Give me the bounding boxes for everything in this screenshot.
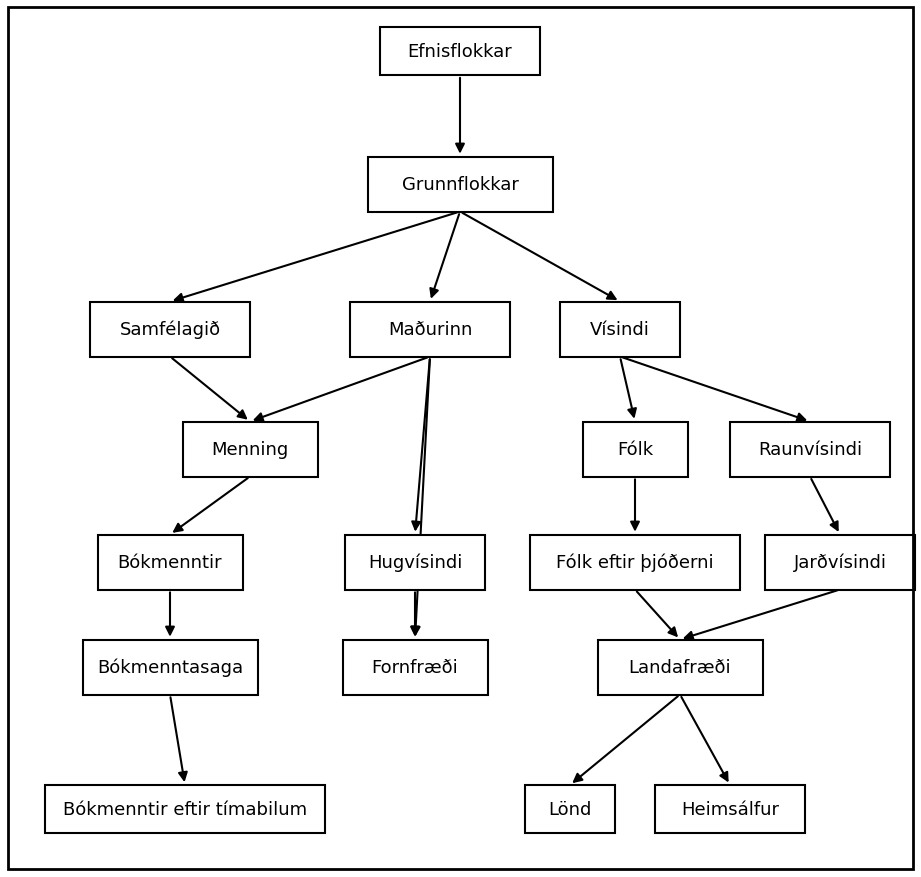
Text: Fólk eftir þjóðerni: Fólk eftir þjóðerni xyxy=(556,553,714,572)
Text: Lönd: Lönd xyxy=(548,800,591,818)
FancyBboxPatch shape xyxy=(350,303,510,357)
Text: Fornfræði: Fornfræði xyxy=(372,659,459,676)
Text: Bókmenntir: Bókmenntir xyxy=(118,553,222,571)
FancyBboxPatch shape xyxy=(83,639,258,695)
FancyBboxPatch shape xyxy=(45,785,325,833)
Text: Bókmenntir eftir tímabilum: Bókmenntir eftir tímabilum xyxy=(63,800,307,818)
FancyBboxPatch shape xyxy=(598,639,763,695)
Text: Jarðvísindi: Jarðvísindi xyxy=(794,553,887,572)
FancyBboxPatch shape xyxy=(343,639,487,695)
Text: Vísindi: Vísindi xyxy=(590,321,650,339)
Text: Menning: Menning xyxy=(212,440,288,459)
Text: Fólk: Fólk xyxy=(617,440,653,459)
FancyBboxPatch shape xyxy=(730,422,890,477)
Text: Samfélagið: Samfélagið xyxy=(120,320,220,339)
Text: Efnisflokkar: Efnisflokkar xyxy=(408,43,512,61)
FancyBboxPatch shape xyxy=(345,535,485,590)
Text: Grunnflokkar: Grunnflokkar xyxy=(402,175,519,194)
Text: Landafræði: Landafræði xyxy=(629,659,731,676)
FancyBboxPatch shape xyxy=(655,785,805,833)
FancyBboxPatch shape xyxy=(530,535,740,590)
FancyBboxPatch shape xyxy=(182,422,318,477)
FancyBboxPatch shape xyxy=(525,785,615,833)
Text: Heimsálfur: Heimsálfur xyxy=(681,800,779,818)
Text: Maðurinn: Maðurinn xyxy=(388,321,472,339)
Text: Raunvísindi: Raunvísindi xyxy=(758,440,862,459)
Text: Bókmenntasaga: Bókmenntasaga xyxy=(97,658,243,676)
Text: Hugvísindi: Hugvísindi xyxy=(367,553,462,572)
FancyBboxPatch shape xyxy=(98,535,242,590)
FancyBboxPatch shape xyxy=(582,422,687,477)
FancyBboxPatch shape xyxy=(380,28,540,76)
FancyBboxPatch shape xyxy=(367,157,553,212)
FancyBboxPatch shape xyxy=(560,303,680,357)
FancyBboxPatch shape xyxy=(765,535,915,590)
FancyBboxPatch shape xyxy=(90,303,250,357)
